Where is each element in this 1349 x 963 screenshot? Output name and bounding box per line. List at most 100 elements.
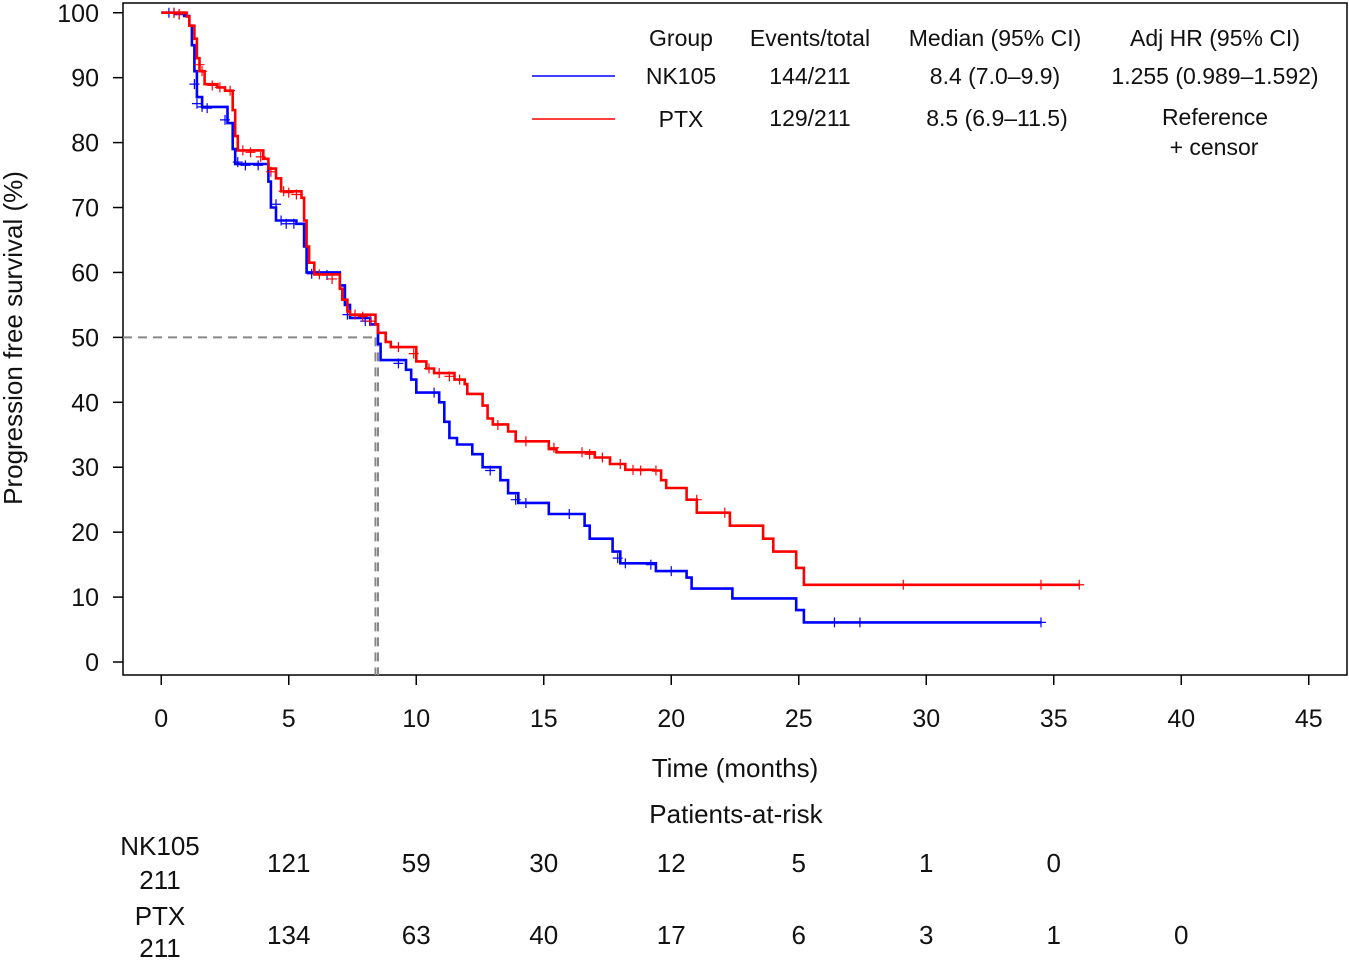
at-risk-count: 134 (267, 920, 310, 950)
censor-mark-ptx (225, 85, 236, 96)
legend-median-ptx: 8.5 (6.9–11.5) (926, 105, 1068, 131)
legend-censor-note: + censor (1170, 134, 1259, 160)
censor-mark-ptx (197, 66, 208, 77)
censor-mark-ptx (650, 465, 661, 476)
censor-mark-nk105 (564, 508, 575, 519)
censor-mark-ptx (265, 166, 276, 177)
at-risk-count: 12 (657, 848, 686, 878)
y-tick-label: 40 (71, 389, 99, 417)
y-tick-label: 30 (71, 454, 99, 482)
legend-events-ptx: 129/211 (769, 105, 850, 131)
censor-mark-ptx (492, 420, 503, 431)
at-risk-row-name-ptx: PTX (135, 901, 186, 931)
at-risk-count: 59 (402, 848, 431, 878)
censor-mark-nk105 (429, 387, 440, 398)
legend-median-nk105: 8.4 (7.0–9.9) (930, 63, 1060, 89)
at-risk-count: 0 (1047, 848, 1061, 878)
censor-mark-ptx (1036, 579, 1046, 590)
y-tick-label: 80 (71, 130, 99, 158)
legend-header-group: Group (649, 25, 713, 51)
censor-mark-ptx (577, 447, 587, 458)
censor-mark-ptx (628, 464, 638, 475)
x-tick-label: 45 (1295, 705, 1323, 733)
legend-header-events: Events/total (750, 25, 870, 51)
censor-mark-ptx (283, 187, 294, 198)
censor-mark-nk105 (240, 160, 251, 171)
censor-mark-nk105 (220, 114, 230, 125)
at-risk-count: 5 (792, 848, 806, 878)
censor-mark-nk105 (202, 103, 213, 114)
y-tick-label: 10 (71, 584, 99, 612)
censor-mark-nk105 (393, 358, 404, 369)
y-tick-label: 50 (71, 324, 99, 352)
x-tick-label: 25 (785, 705, 813, 733)
at-risk-count: 17 (657, 920, 686, 950)
legend-hr-nk105: 1.255 (0.989–1.592) (1111, 63, 1318, 89)
censor-mark-ptx (357, 311, 368, 322)
legend-hr-ptx: Reference (1162, 104, 1268, 130)
legend-header-hr: Adj HR (95% CI) (1130, 25, 1300, 51)
x-tick-label: 35 (1040, 705, 1068, 733)
censor-mark-ptx (327, 273, 338, 284)
y-tick-label: 0 (85, 649, 99, 677)
censor-mark-ptx (584, 449, 595, 460)
y-axis-label: Progression free survival (%) (0, 171, 28, 505)
censor-mark-nk105 (1036, 617, 1046, 628)
censor-mark-nk105 (197, 101, 208, 112)
censor-mark-ptx (291, 189, 302, 200)
censor-mark-nk105 (191, 98, 202, 109)
censor-mark-nk105 (271, 199, 281, 210)
censor-mark-ptx (1074, 579, 1085, 590)
y-tick-label: 60 (71, 259, 99, 287)
censor-mark-ptx (434, 368, 445, 379)
at-risk-count: 63 (402, 920, 431, 950)
censor-mark-nk105 (520, 497, 531, 508)
legend-group-nk105: NK105 (646, 63, 716, 89)
x-tick-label: 10 (402, 705, 430, 733)
censor-mark-ptx (615, 458, 626, 469)
legend-events-nk105: 144/211 (769, 63, 850, 89)
censor-mark-nk105 (276, 215, 287, 226)
censor-mark-ptx (444, 371, 455, 382)
censor-mark-ptx (255, 151, 266, 162)
at-risk-row-name-nk105: NK105 (120, 831, 200, 861)
censor-mark-ptx (898, 579, 909, 590)
censor-mark-nk105 (612, 553, 623, 564)
at-risk-table: Patients-at-risk NK105 211 PTX 211 121 59… (120, 799, 1188, 963)
at-risk-count: 1 (1047, 920, 1061, 950)
censor-mark-ptx (350, 309, 361, 320)
at-risk-count: 40 (529, 920, 558, 950)
censor-mark-ptx (691, 494, 702, 505)
censor-mark-nk105 (485, 465, 496, 476)
plot-area: 0 5 10 15 20 25 30 35 40 45 0 10 20 30 40 50 60 70 80 90 100 (57, 0, 1348, 733)
censor-mark-nk105 (232, 157, 243, 168)
legend: Group Events/total Median (95% CI) Adj H… (532, 25, 1319, 160)
at-risk-count: 30 (529, 848, 558, 878)
censor-mark-ptx (597, 452, 608, 463)
x-tick-label: 40 (1167, 705, 1195, 733)
censor-mark-nk105 (666, 566, 677, 577)
censor-mark-ptx (207, 80, 218, 91)
y-tick-label: 90 (71, 65, 99, 93)
censor-mark-ptx (548, 442, 559, 453)
y-tick-label: 100 (57, 0, 99, 28)
x-tick-label: 15 (530, 705, 558, 733)
at-risk-count: 1 (919, 848, 933, 878)
legend-header-median: Median (95% CI) (909, 25, 1082, 51)
at-risk-row-n0-nk105: 211 (139, 865, 180, 895)
at-risk-count: 6 (792, 920, 806, 950)
censor-mark-nk105 (620, 558, 631, 569)
y-tick-label: 20 (71, 519, 99, 547)
censor-mark-ptx (214, 82, 225, 93)
censor-mark-ptx (365, 316, 376, 327)
at-risk-count: 3 (919, 920, 933, 950)
y-tick-label: 70 (71, 195, 99, 223)
at-risk-count: 121 (267, 848, 310, 878)
censor-mark-ptx (424, 363, 434, 374)
survival-curve-nk105 (161, 11, 1041, 624)
x-axis-label: Time (months) (652, 753, 819, 783)
censor-mark-ptx (278, 186, 289, 197)
at-risk-title: Patients-at-risk (649, 799, 823, 829)
